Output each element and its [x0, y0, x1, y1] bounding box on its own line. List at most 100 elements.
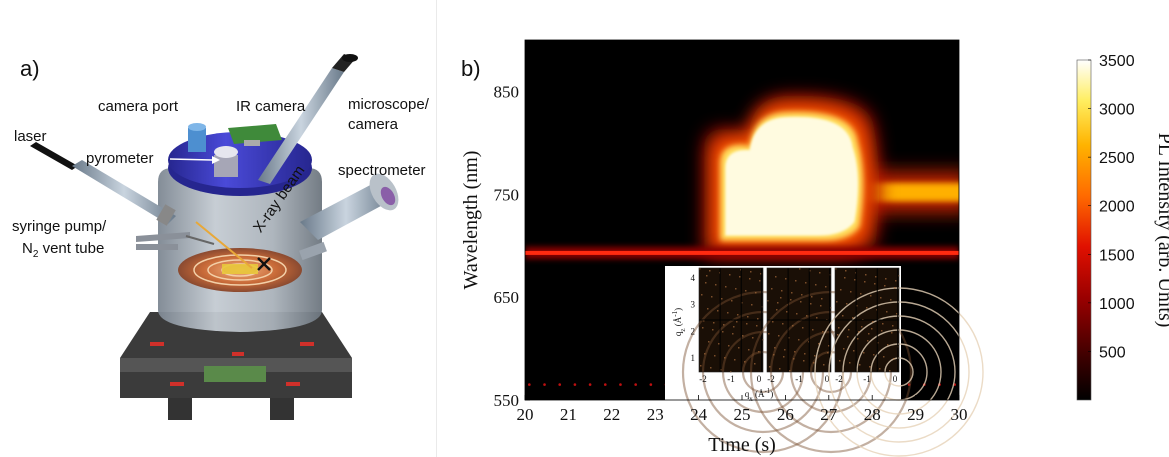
pyrometer-callout: pyrometer: [86, 150, 154, 167]
speckle: [790, 299, 792, 301]
laser-line: [525, 246, 959, 259]
speckle: [877, 342, 879, 344]
ir-camera-box: [228, 124, 282, 144]
chamber-body: [158, 168, 322, 332]
speckle: [843, 348, 845, 350]
panel-a-label: a): [20, 56, 40, 81]
speckle: [723, 324, 725, 326]
speckle: [802, 327, 804, 329]
speckle: [775, 276, 777, 278]
speckle: [800, 301, 802, 303]
speckle: [789, 370, 791, 372]
speckle: [816, 317, 818, 319]
speckle: [861, 326, 863, 328]
inset-x-tick-label: -1: [863, 374, 871, 384]
speckle: [823, 364, 825, 366]
speckle: [722, 331, 724, 333]
x-tick-label: 27: [820, 405, 838, 424]
speckle: [803, 360, 805, 362]
speckle: [799, 268, 801, 270]
speckle: [710, 367, 712, 369]
baseline-dot: [528, 383, 531, 386]
substrate: [222, 264, 258, 274]
speckle: [870, 295, 872, 297]
speckle: [721, 298, 723, 300]
speckle: [702, 327, 704, 329]
speckle: [779, 368, 781, 370]
speckle: [782, 323, 784, 325]
speckle: [771, 288, 773, 290]
speckle: [705, 282, 707, 284]
speckle: [801, 294, 803, 296]
speckle: [731, 300, 733, 302]
speckle: [704, 353, 706, 355]
speckle: [769, 366, 771, 368]
speckle: [778, 335, 780, 337]
speckle: [759, 280, 761, 282]
speckle: [754, 363, 756, 365]
speckle: [819, 272, 821, 274]
pl-tail-core: [854, 182, 959, 202]
x-tick-label: 30: [951, 405, 968, 424]
inset-x-tick-label: -2: [699, 374, 707, 384]
speckle: [711, 296, 713, 298]
inset-y-tick-label: 4: [691, 273, 696, 283]
inset-frame: [698, 267, 764, 373]
speckle: [856, 305, 858, 307]
speckle: [847, 336, 849, 338]
speckle: [701, 294, 703, 296]
inset-x-tick-label: -2: [767, 374, 775, 384]
panel-divider: [436, 0, 437, 457]
speckle: [699, 268, 701, 270]
speckle: [818, 343, 820, 345]
colorbar-tick-label: 3000: [1099, 102, 1135, 119]
baseline-dot: [573, 383, 577, 386]
colorbar-tick-label: 3500: [1099, 53, 1135, 70]
speckle: [703, 320, 705, 322]
speckle: [725, 286, 727, 288]
inset-x-tick-label: -1: [795, 374, 803, 384]
laser-arm: [30, 142, 176, 226]
x-tick-label: 20: [517, 405, 534, 424]
speckle: [839, 360, 841, 362]
syringe-callout-line1: syringe pump/: [12, 218, 107, 235]
speckle: [875, 276, 877, 278]
speckle: [859, 364, 861, 366]
laser-line-core: [525, 250, 959, 255]
speckle: [865, 274, 867, 276]
microscope-callout-line1: microscope/: [348, 96, 429, 113]
colorbar-tick-label: 2500: [1099, 150, 1135, 167]
speckle: [795, 280, 797, 282]
speckle: [858, 331, 860, 333]
speckle: [883, 356, 885, 358]
x-tick-label: 21: [560, 405, 577, 424]
speckle: [728, 345, 730, 347]
speckle: [773, 354, 775, 356]
speckle: [777, 302, 779, 304]
inset-frame: [834, 267, 900, 373]
speckle: [846, 303, 848, 305]
speckle: [811, 296, 813, 298]
colorbar-tick-label: 500: [1099, 344, 1126, 361]
speckle: [738, 347, 740, 349]
speckle: [813, 362, 815, 364]
y-tick-label: 850: [494, 82, 520, 101]
giwaxs-inset: -2 -1 0: [814, 267, 984, 457]
speckle: [732, 333, 734, 335]
speckle: [746, 323, 748, 325]
inset-y-label: qz (Å-1): [671, 308, 687, 336]
speckle: [708, 341, 710, 343]
speckle: [718, 343, 720, 345]
baseline-dot: [649, 383, 653, 386]
speckle: [736, 321, 738, 323]
camera-port-callout: camera port: [98, 98, 179, 115]
speckle: [853, 350, 855, 352]
speckle: [860, 293, 862, 295]
speckle: [845, 270, 847, 272]
y-tick-label: 750: [494, 185, 520, 204]
speckle: [809, 270, 811, 272]
speckle: [815, 284, 817, 286]
baseline-dot: [634, 383, 637, 386]
baseline-dot: [907, 383, 911, 386]
speckle: [820, 305, 822, 307]
